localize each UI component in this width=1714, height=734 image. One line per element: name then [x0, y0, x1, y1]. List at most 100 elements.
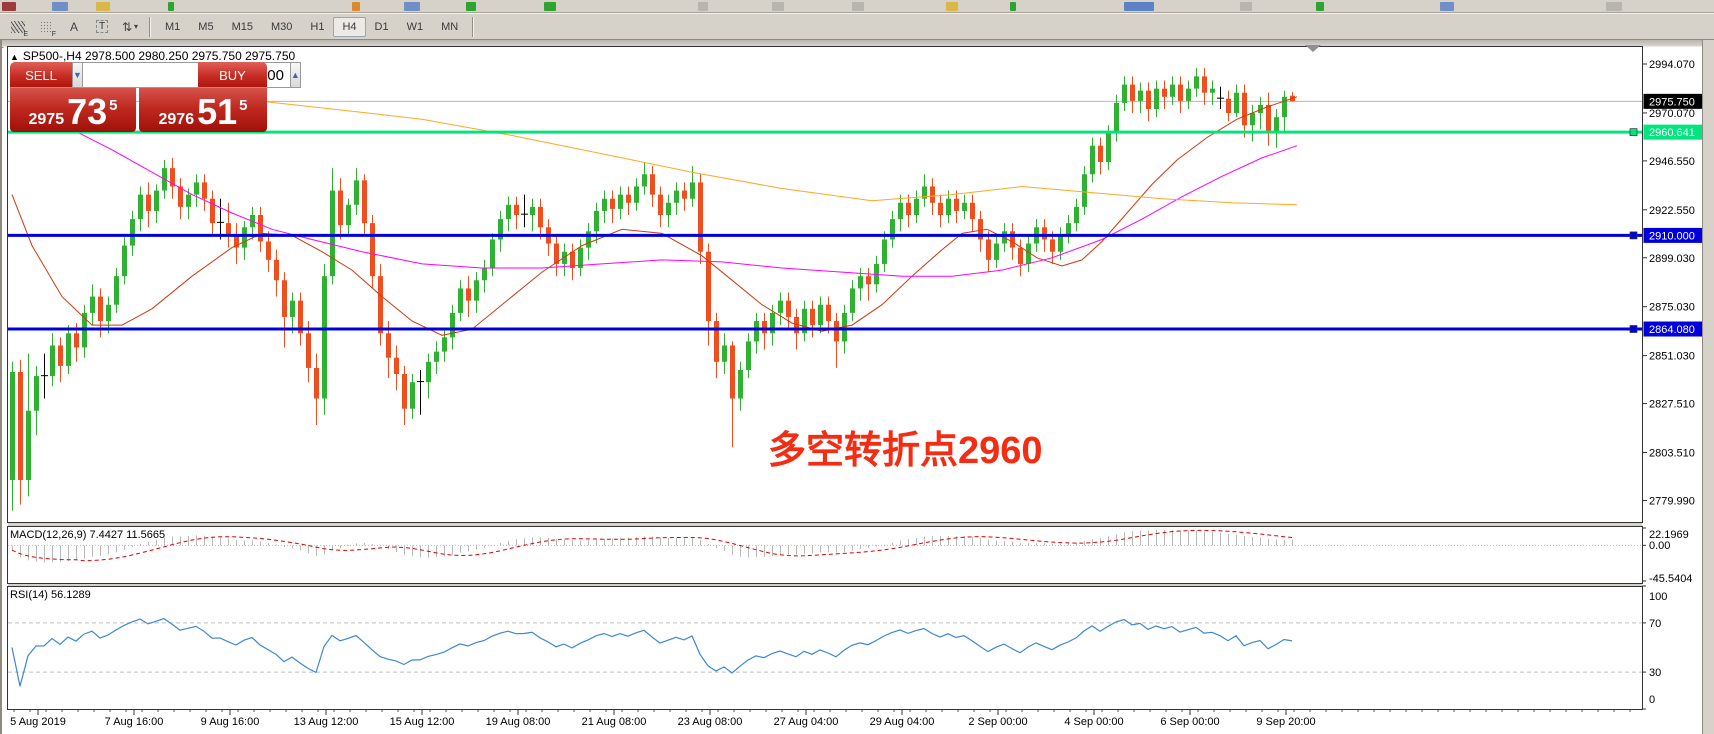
toolbar-icon-fragment[interactable] — [96, 2, 110, 11]
svg-text:2803.510: 2803.510 — [1649, 448, 1695, 460]
svg-text:30: 30 — [1649, 667, 1661, 679]
chart-shift-marker[interactable] — [1305, 45, 1321, 52]
tf-button-m1[interactable]: M1 — [165, 20, 181, 33]
volume-decrease-button[interactable]: ▼ — [72, 62, 83, 88]
price-chart-canvas[interactable]: 2994.070 2970.070 2946.550 2922.550 2899.030… — [2, 40, 1714, 734]
toolbar-icon-fragment[interactable] — [1606, 2, 1622, 11]
dots-glyph — [39, 21, 53, 32]
toolbar-icon-fragment[interactable] — [466, 2, 476, 11]
tf-button-h1[interactable]: H1 — [310, 20, 325, 33]
tf-button-d1[interactable]: D1 — [374, 20, 389, 33]
toolbar-icon-fragment[interactable] — [1240, 2, 1252, 11]
svg-text:22.1969: 22.1969 — [1649, 529, 1689, 541]
svg-text:2779.990: 2779.990 — [1649, 495, 1695, 507]
toolbar-icon-fragment[interactable] — [946, 2, 958, 11]
arrows-glyph: ⇅ — [121, 19, 133, 34]
main-toolbar: E F A T ⇅ ▾ M1 M5 M15 M30 H1 H4 D1 W1 MN — [0, 13, 1714, 40]
window-right-edge — [1702, 40, 1714, 734]
sell-button[interactable]: SELL — [10, 62, 72, 88]
toolbar-icon-fragment[interactable] — [852, 2, 864, 11]
tf-button-h4-active[interactable]: H4 — [333, 16, 366, 37]
svg-text:-45.5404: -45.5404 — [1649, 573, 1692, 585]
toolbar-icon-fragment[interactable] — [52, 2, 68, 11]
toolbar-icon-fragment[interactable] — [772, 2, 784, 11]
svg-text:100: 100 — [1649, 591, 1667, 603]
tf-button-w1[interactable]: W1 — [406, 20, 424, 33]
time-axis — [13, 710, 1631, 715]
price-badge-2960.641 — [1643, 124, 1705, 140]
svg-text:70: 70 — [1649, 618, 1661, 630]
svg-text:2970.070: 2970.070 — [1649, 108, 1695, 120]
macd-signal-line — [11, 529, 1293, 562]
slow-ma — [256, 100, 1298, 206]
svg-text:0: 0 — [1649, 694, 1655, 706]
ohlc-text: SP500-,H4 2978.500 2980.250 2975.750 297… — [22, 49, 296, 63]
toolbar-icon-fragment[interactable] — [1124, 2, 1154, 11]
mid-ma — [71, 128, 1298, 277]
price-axis — [1642, 63, 1647, 501]
buy-price-button[interactable]: 2976 51 5 — [139, 88, 267, 132]
text-label-icon[interactable]: A — [62, 16, 86, 38]
svg-text:15 Aug 12:00: 15 Aug 12:00 — [390, 716, 455, 728]
toolbar-icon-fragment[interactable] — [404, 2, 420, 11]
svg-text:13 Aug 12:00: 13 Aug 12:00 — [294, 716, 359, 728]
tf-button-mn[interactable]: MN — [441, 20, 459, 33]
toolbar-icon-fragment[interactable] — [544, 2, 556, 11]
toolbar-icon-fragment[interactable] — [352, 2, 360, 11]
toolbar-icon-fragment[interactable] — [698, 2, 708, 11]
buy-button[interactable]: BUY — [198, 62, 267, 88]
svg-text:2864.080: 2864.080 — [1649, 324, 1695, 336]
fast-ma — [11, 96, 1298, 336]
svg-text:2960.641: 2960.641 — [1649, 127, 1695, 139]
chevron-down-icon: ▾ — [134, 22, 139, 31]
t-glyph: T — [95, 20, 109, 33]
svg-text:27 Aug 04:00: 27 Aug 04:00 — [774, 716, 839, 728]
svg-text:2 Sep 00:00: 2 Sep 00:00 — [968, 716, 1027, 728]
ohlc-info-line: ▲ SP500-,H4 2978.500 2980.250 2975.750 29… — [10, 49, 295, 63]
svg-text:2922.550: 2922.550 — [1649, 205, 1695, 217]
svg-text:0.00: 0.00 — [1649, 540, 1670, 552]
a-glyph: A — [69, 19, 78, 34]
toolbar-icon-fragment[interactable] — [1440, 2, 1454, 11]
price-badge-2910.000 — [1643, 227, 1705, 243]
rsi-indicator-label: RSI(14) 56.1289 — [10, 589, 91, 601]
tf-button-m30[interactable]: M30 — [270, 20, 293, 33]
sell-price-small: 2975 — [28, 111, 65, 128]
indicators-icon[interactable]: E — [6, 16, 30, 38]
svg-text:2899.030: 2899.030 — [1649, 253, 1695, 265]
toolbar-icon-fragment[interactable] — [1316, 2, 1324, 11]
buy-price-big: 51 — [197, 91, 238, 133]
hatch-glyph — [11, 20, 25, 33]
svg-text:7 Aug 16:00: 7 Aug 16:00 — [105, 716, 164, 728]
toolbar-icon-fragment[interactable] — [1010, 2, 1016, 11]
buy-price-small: 2976 — [158, 111, 195, 128]
icon-sub-label: E — [23, 30, 28, 38]
sell-price-sup: 5 — [109, 97, 118, 114]
tf-button-m5[interactable]: M5 — [198, 20, 214, 33]
toolbar-separator — [472, 16, 475, 37]
objects-dropdown-icon[interactable]: ⇅ ▾ — [118, 16, 142, 38]
buy-price-sup: 5 — [239, 97, 248, 114]
grid-icon[interactable]: F — [34, 16, 58, 38]
tf-button-m15[interactable]: M15 — [231, 20, 253, 33]
svg-text:6 Sep 00:00: 6 Sep 00:00 — [1160, 716, 1219, 728]
chart-annotation-text[interactable]: 多空转折点2960 — [768, 430, 1043, 472]
volume-increase-button[interactable]: ▲ — [289, 62, 301, 88]
text-box-icon[interactable]: T — [90, 16, 114, 38]
toolbar-icon-fragment[interactable] — [168, 2, 174, 11]
toolbar-separator — [149, 16, 151, 37]
svg-text:2875.030: 2875.030 — [1649, 302, 1695, 314]
toolbar-icon-fragment[interactable] — [2, 2, 16, 11]
macd-indicator-label: MACD(12,26,9) 7.4427 11.5665 — [10, 529, 166, 541]
svg-text:2851.030: 2851.030 — [1649, 351, 1695, 363]
svg-text:2946.550: 2946.550 — [1649, 156, 1695, 168]
svg-text:21 Aug 08:00: 21 Aug 08:00 — [582, 716, 647, 728]
chart-window: 2994.070 2970.070 2946.550 2922.550 2899.030… — [0, 40, 1714, 734]
svg-text:4 Sep 00:00: 4 Sep 00:00 — [1064, 716, 1123, 728]
sell-price-button[interactable]: 2975 73 5 — [10, 88, 136, 132]
collapse-triangle-icon[interactable]: ▲ — [10, 52, 19, 62]
volume-spinner: ▼ ▲ — [72, 62, 301, 88]
svg-text:5 Aug 2019: 5 Aug 2019 — [10, 716, 66, 728]
